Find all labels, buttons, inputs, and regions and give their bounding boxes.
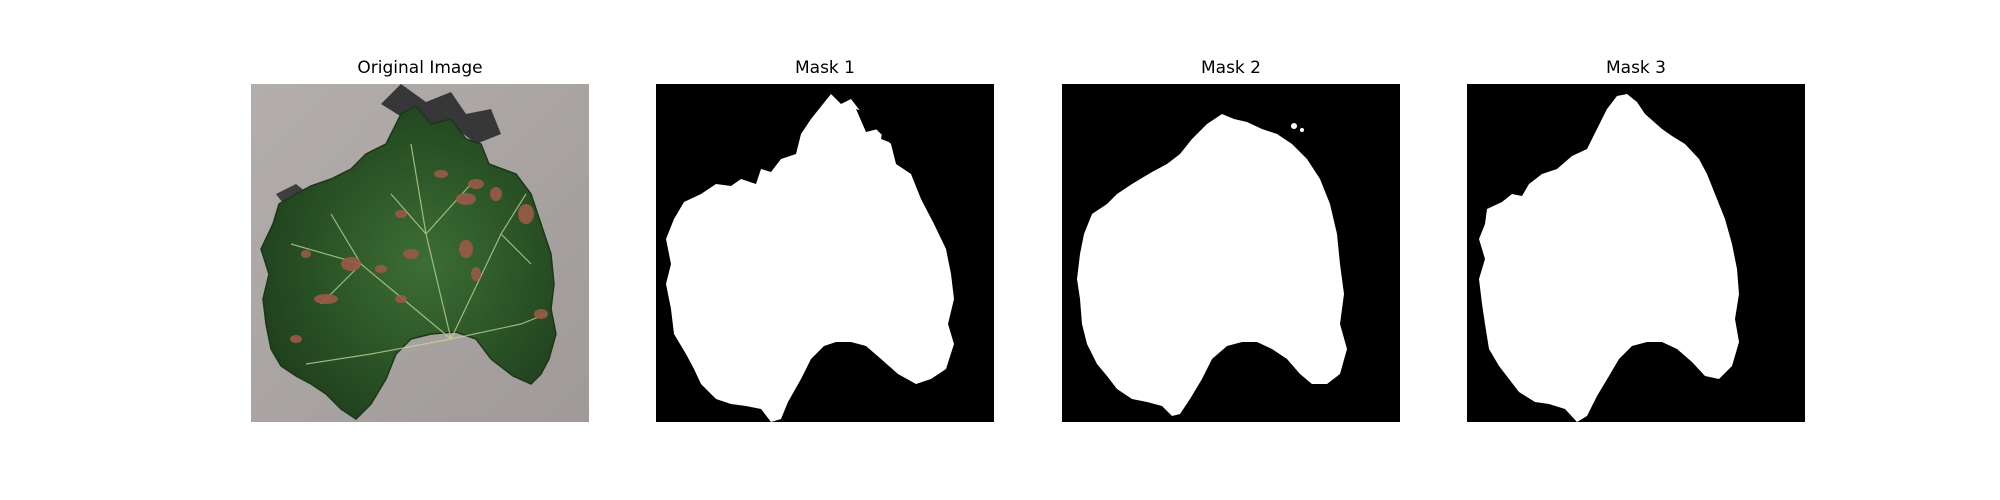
mask-2-shape: [1062, 84, 1400, 422]
mask-1-shape: [656, 84, 994, 422]
panel-mask-3: Mask 3: [1467, 0, 1805, 430]
mask-3-image: [1467, 84, 1805, 422]
panel-title: Original Image: [357, 58, 483, 78]
mask-1-image: [656, 84, 994, 422]
panel-mask-1: Mask 1: [656, 0, 994, 430]
panel-original-image: Original Image: [251, 0, 589, 430]
leaf-photo: [251, 84, 589, 422]
original-leaf-image: [251, 84, 589, 422]
panel-title: Mask 3: [1605, 58, 1666, 78]
panel-mask-2: Mask 2: [1062, 0, 1400, 430]
panel-title: Mask 1: [794, 58, 855, 78]
panel-title: Mask 2: [1200, 58, 1261, 78]
mask-3-shape: [1467, 84, 1805, 422]
mask-2-image: [1062, 84, 1400, 422]
